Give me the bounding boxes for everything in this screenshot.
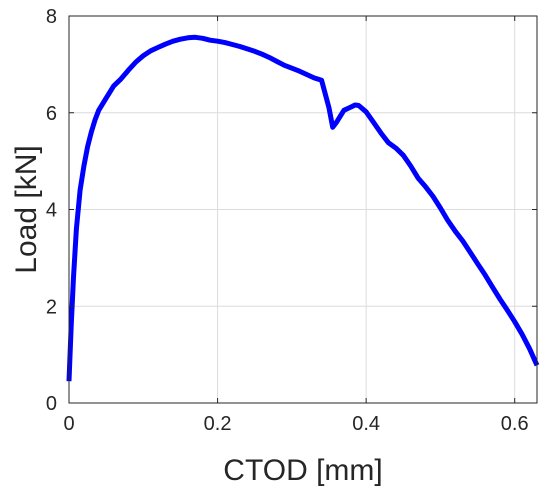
x-axis-ticks: 0 0.2 0.4 0.6: [63, 16, 529, 435]
x-axis-label: CTOD [mm]: [223, 454, 382, 487]
x-tick-label: 0.6: [501, 413, 529, 435]
x-tick-label: 0.4: [352, 413, 380, 435]
series-group: [66, 34, 540, 382]
y-tick-label: 0: [46, 393, 57, 415]
load-series-line: [66, 34, 540, 382]
x-tick-label: 0: [63, 413, 74, 435]
grid: [69, 16, 537, 403]
y-tick-label: 6: [46, 103, 57, 125]
y-tick-label: 8: [46, 6, 57, 28]
y-tick-label: 4: [46, 200, 57, 222]
y-axis-ticks: 0 2 4 6 8: [46, 6, 537, 415]
x-tick-label: 0.2: [204, 413, 232, 435]
y-axis-label: Load [kN]: [10, 145, 43, 273]
y-tick-label: 2: [46, 296, 57, 318]
